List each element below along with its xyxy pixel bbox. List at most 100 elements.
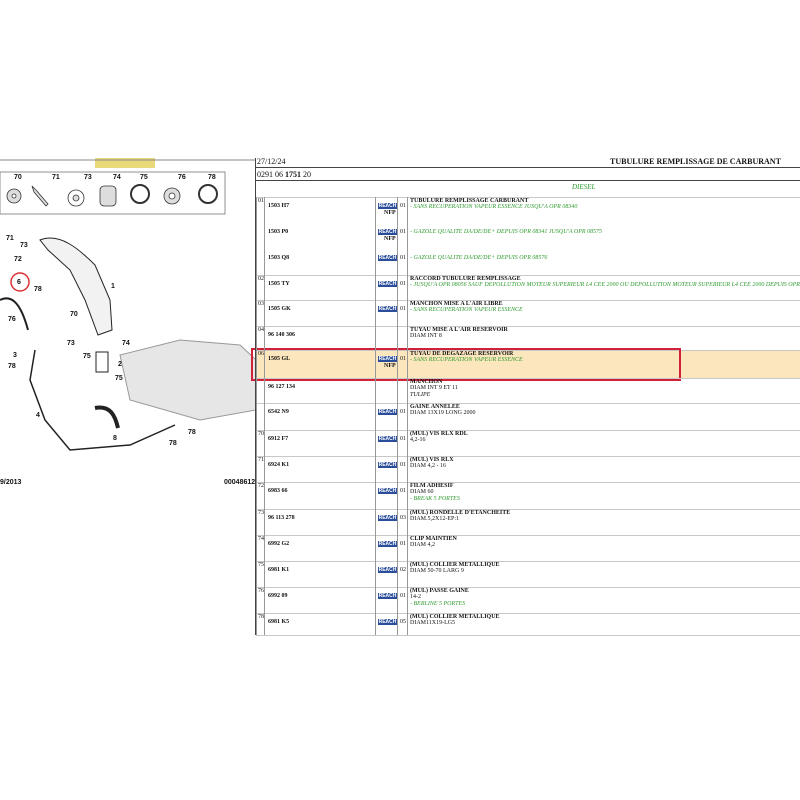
qty: 05 (400, 619, 406, 625)
title: TUBULURE REMPLISSAGE DE CARBURANT (610, 157, 781, 166)
row-num: 74 (258, 536, 264, 542)
reach-badge: REACH (378, 436, 397, 442)
qty: 01 (400, 281, 406, 287)
reach-badge: REACH (378, 306, 397, 312)
selection-box (251, 348, 681, 381)
part-note: DIAM.5,2X12-EP:1 (410, 516, 459, 522)
part-note: DIAM 13X19 LONG 2000 (410, 410, 476, 416)
qty: 01 (400, 356, 406, 362)
callout: 73 (20, 242, 28, 249)
callout: 78 (8, 363, 16, 370)
part-ref: 6542 N9 (268, 409, 289, 415)
qty: 01 (400, 409, 406, 415)
reach-badge: REACH (378, 229, 397, 235)
part-note: 4,2-16 (410, 437, 426, 443)
part-title: TUBULURE REMPLISSAGE CARBURANT (410, 198, 529, 204)
part-title: TUYAU DE DEGAZAGE RESERVOIR (410, 351, 514, 357)
callout: 78 (34, 286, 42, 293)
code: 0291 06 1751 20 (257, 170, 311, 179)
part-title: MANCHON MISE A L'AIR LIBRE (410, 301, 503, 307)
part-note: DIAM 60 (410, 489, 434, 495)
reach-badge: REACH (378, 567, 397, 573)
row-rule (256, 456, 800, 457)
strip-label: 75 (140, 174, 148, 181)
row-rule (256, 403, 800, 404)
qty: 01 (400, 306, 406, 312)
part-note: DIAM INT 9 ET 11 (410, 385, 458, 391)
reach-badge: REACH (378, 488, 397, 494)
row-rule (256, 350, 800, 351)
row-num: 06 (258, 351, 264, 357)
row-num: 75 (258, 562, 264, 568)
callout: 70 (70, 311, 78, 318)
part-note: DIAM 4,2 (410, 542, 435, 548)
callout: 1 (111, 283, 115, 290)
strip-label: 78 (208, 174, 216, 181)
part-title: (MUL) VIS RLX RDL (410, 431, 468, 437)
part-title: (MUL) COLLIER METALLIQUE (410, 562, 500, 568)
part-title: (MUL) PASSE GAINE (410, 588, 469, 594)
col-rule (407, 197, 408, 635)
part-ref: 1505 GL (268, 356, 291, 362)
qty: 01 (400, 488, 406, 494)
part-note: - JUSQU'A OPR 08056 SAUF DEPOLLUTION MOT… (410, 282, 800, 288)
strip-label: 74 (113, 174, 121, 181)
nfp: NFP (384, 210, 396, 216)
qty: 01 (400, 462, 406, 468)
part-ref: 6983 66 (268, 488, 288, 494)
part-ref: 6912 F7 (268, 436, 289, 442)
strip-label: 71 (52, 174, 60, 181)
qty: 01 (400, 593, 406, 599)
col-rule (397, 197, 398, 635)
part-note: - SANS RECUPERATION VAPEUR ESSENCE (410, 357, 523, 363)
qty: 02 (400, 567, 406, 573)
callout: 75 (83, 353, 91, 360)
row-rule (256, 509, 800, 510)
variant: DIESEL (572, 183, 596, 191)
pane-border (255, 158, 256, 635)
reach-badge: REACH (378, 255, 397, 261)
callout: 75 (115, 375, 123, 382)
nfp: NFP (384, 363, 396, 369)
callout: 78 (188, 429, 196, 436)
part-ref: 1505 TY (268, 281, 290, 287)
nfp: NFP (384, 236, 396, 242)
part-ref: 96 140 306 (268, 332, 295, 338)
row-num: 71 (258, 457, 264, 463)
part-title: TUYAU MISE A L'AIR RESERVOIR (410, 327, 508, 333)
qty: 01 (400, 203, 406, 209)
part-title: CLIP MAINTIEN (410, 536, 457, 542)
part-note: 14-2 (410, 594, 421, 600)
qty: 01 (400, 255, 406, 261)
row-rule (256, 326, 800, 327)
row-rule (256, 635, 800, 636)
callout: 78 (169, 440, 177, 447)
qty: 01 (400, 436, 406, 442)
part-note: - BERLINE 5 PORTES (410, 601, 466, 607)
callout: 74 (122, 340, 130, 347)
qty: 01 (400, 541, 406, 547)
part-ref: 6992 G2 (268, 541, 290, 547)
row-highlight (256, 350, 800, 378)
rule (255, 180, 800, 181)
strip-label: 70 (14, 174, 22, 181)
row-num: 72 (258, 483, 264, 489)
callout: 2 (118, 361, 122, 368)
part-ref: 6992 09 (268, 593, 288, 599)
strip-label: 73 (84, 174, 92, 181)
row-rule (256, 378, 800, 379)
reach-badge: REACH (378, 356, 397, 362)
diagram: 70 71 73 74 75 76 78 71 73 72 6 78 76 1 70 73 74 2 75 3 78 75… (0, 158, 256, 486)
reach-badge: REACH (378, 541, 397, 547)
col-rule (375, 197, 376, 635)
part-note: - SANS RECUPERATION VAPEUR ESSENCE JUSQU… (410, 204, 578, 210)
code-part: 20 (303, 170, 311, 179)
part-ref: 6981 K5 (268, 619, 290, 625)
part-title: (MUL) COLLIER METALLIQUE (410, 614, 500, 620)
row-rule (256, 430, 800, 431)
row-rule (256, 561, 800, 562)
callout: 76 (8, 316, 16, 323)
reach-badge: REACH (378, 462, 397, 468)
row-rule (256, 613, 800, 614)
row-rule (256, 535, 800, 536)
